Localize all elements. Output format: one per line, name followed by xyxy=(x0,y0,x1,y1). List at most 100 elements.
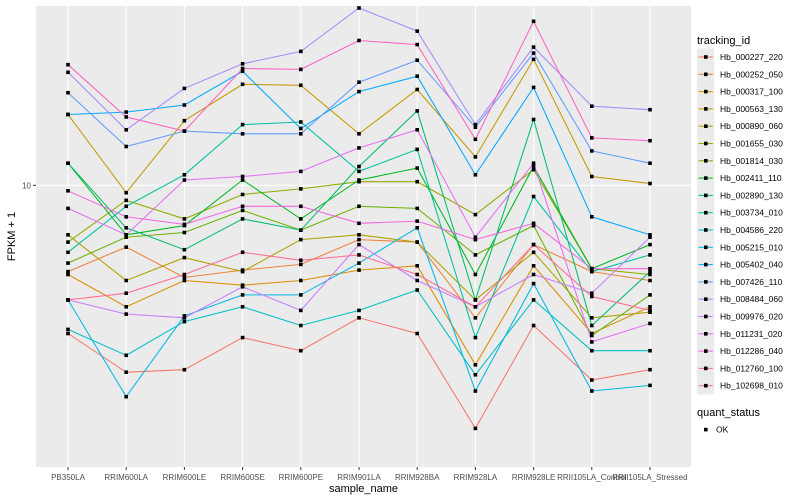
data-point xyxy=(299,278,303,283)
data-point xyxy=(299,126,303,131)
data-point xyxy=(473,235,478,239)
legend-key-point xyxy=(704,89,708,94)
x-tick-label: RRIM600SE xyxy=(220,473,264,482)
data-point xyxy=(182,230,187,235)
data-point xyxy=(357,80,361,84)
data-point xyxy=(182,247,187,252)
x-tick-label: RRIM928BA xyxy=(395,473,440,482)
data-point xyxy=(357,38,361,43)
data-point xyxy=(415,272,419,277)
data-point xyxy=(240,208,245,213)
data-point xyxy=(357,178,361,182)
data-point xyxy=(415,87,419,92)
data-point xyxy=(590,174,594,179)
data-point xyxy=(124,291,128,295)
data-point xyxy=(648,293,652,297)
legend-key-point xyxy=(704,262,708,267)
data-point xyxy=(299,169,303,174)
data-point xyxy=(124,353,128,358)
data-point xyxy=(531,85,536,90)
data-point xyxy=(124,144,128,149)
data-point xyxy=(531,19,536,24)
data-point xyxy=(182,129,187,133)
data-point xyxy=(240,204,245,209)
legend-label: Hb_002411_110 xyxy=(720,173,782,183)
data-point xyxy=(648,305,652,309)
data-point xyxy=(66,298,70,302)
data-point xyxy=(66,90,70,95)
data-point xyxy=(182,275,187,280)
data-point xyxy=(415,219,419,223)
data-point xyxy=(590,378,594,382)
data-point xyxy=(240,305,245,309)
legend-label: Hb_000227_220 xyxy=(720,52,783,62)
legend-label: Hb_009976_020 xyxy=(720,312,783,322)
x-axis-title: sample_name xyxy=(329,483,398,495)
data-point xyxy=(66,272,70,277)
x-tick-label: RRIM928LE xyxy=(512,473,556,482)
data-point xyxy=(66,331,70,336)
data-point xyxy=(299,49,303,54)
data-point xyxy=(648,233,652,237)
data-point xyxy=(66,161,70,165)
data-point xyxy=(473,426,478,431)
data-point xyxy=(357,89,361,94)
data-point xyxy=(648,308,652,313)
data-point xyxy=(473,237,478,242)
data-point xyxy=(590,215,594,219)
data-point xyxy=(357,146,361,150)
y-tick-label: 10 xyxy=(22,181,31,190)
legend-label: Hb_102698_010 xyxy=(720,381,783,391)
legend-key-point xyxy=(704,228,708,232)
data-point xyxy=(531,281,536,286)
shape-legend-label: OK xyxy=(716,425,729,435)
legend-key-point xyxy=(704,124,708,128)
data-point xyxy=(66,206,70,211)
legend-key-point xyxy=(704,383,708,388)
legend-key-point xyxy=(704,193,708,198)
data-point xyxy=(648,181,652,186)
data-point xyxy=(357,204,361,209)
legend-label: Hb_000252_050 xyxy=(720,69,783,79)
data-point xyxy=(66,269,70,274)
legend-key-point xyxy=(704,107,708,111)
legend-label: Hb_011231_020 xyxy=(720,329,783,339)
data-point xyxy=(66,70,70,75)
data-point xyxy=(124,394,128,399)
data-point xyxy=(182,255,187,260)
data-point xyxy=(648,266,652,271)
data-point xyxy=(240,269,245,274)
data-point xyxy=(124,198,128,203)
data-point xyxy=(124,245,128,249)
data-point xyxy=(531,272,536,277)
data-point xyxy=(590,294,594,299)
data-point xyxy=(124,226,128,230)
data-point xyxy=(357,233,361,237)
legend-key-point xyxy=(704,297,708,301)
data-point xyxy=(473,363,478,367)
x-tick-label: RRII105LA_Stressed xyxy=(612,473,687,482)
data-point xyxy=(182,278,187,283)
data-point xyxy=(124,233,128,237)
color-legend: tracking_id Hb_000227_220 Hb_000252_050 Hb… xyxy=(697,35,783,395)
data-point xyxy=(124,235,128,239)
data-point xyxy=(182,272,187,277)
data-point xyxy=(590,269,594,274)
data-point xyxy=(590,266,594,271)
data-point xyxy=(66,233,70,237)
x-tick-label: RRII105LA_Control xyxy=(557,473,627,482)
x-tick-label: RRIM901LA xyxy=(337,473,381,482)
data-point xyxy=(531,264,536,268)
data-point xyxy=(415,166,419,170)
data-point xyxy=(299,308,303,313)
data-point xyxy=(415,240,419,244)
shape-legend-key-point xyxy=(704,427,708,432)
data-point xyxy=(531,164,536,169)
data-point xyxy=(415,58,419,62)
legend-label: Hb_001814_030 xyxy=(720,156,783,166)
data-point xyxy=(240,66,245,71)
legend-label: Hb_000890_060 xyxy=(720,121,783,131)
data-point xyxy=(415,264,419,268)
data-point xyxy=(531,194,536,199)
x-tick-label: PB350LA xyxy=(51,473,85,482)
